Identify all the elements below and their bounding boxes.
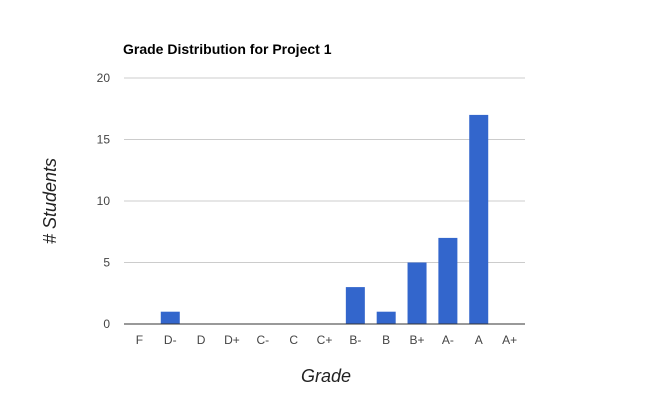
bar-B-	[345, 287, 365, 324]
x-tick-label: B-	[349, 333, 361, 347]
bar-A-	[438, 237, 458, 324]
y-tick-label: 20	[97, 71, 111, 85]
y-tick-label: 0	[103, 317, 110, 331]
x-tick-label: C-	[256, 333, 269, 347]
y-tick-label: 5	[103, 256, 110, 270]
x-tick-label: C+	[317, 333, 333, 347]
x-tick-label: F	[136, 333, 143, 347]
bars	[160, 114, 489, 325]
x-tick-label: C	[289, 333, 298, 347]
bar-B+	[407, 262, 427, 324]
chart-title: Grade Distribution for Project 1	[123, 41, 332, 57]
x-tick-labels: F D- D D+ C- C C+ B- B B+ A- A A+	[136, 333, 517, 347]
y-tick-label: 15	[97, 133, 111, 147]
y-axis-label: # Students	[40, 158, 60, 244]
bar-A	[469, 114, 489, 325]
y-tick-label: 10	[97, 194, 111, 208]
x-tick-label: D	[197, 333, 206, 347]
y-tick-labels: 0 5 10 15 20	[97, 71, 111, 331]
bar-D-	[160, 311, 180, 324]
x-tick-label: B+	[410, 333, 425, 347]
x-tick-label: A-	[442, 333, 454, 347]
x-tick-label: D+	[224, 333, 240, 347]
grid	[124, 77, 525, 263]
x-axis-label: Grade	[301, 366, 351, 386]
x-tick-label: B	[382, 333, 390, 347]
x-tick-label: A+	[502, 333, 517, 347]
x-tick-label: A	[475, 333, 483, 347]
bar-B	[376, 311, 396, 324]
x-tick-label: D-	[164, 333, 177, 347]
